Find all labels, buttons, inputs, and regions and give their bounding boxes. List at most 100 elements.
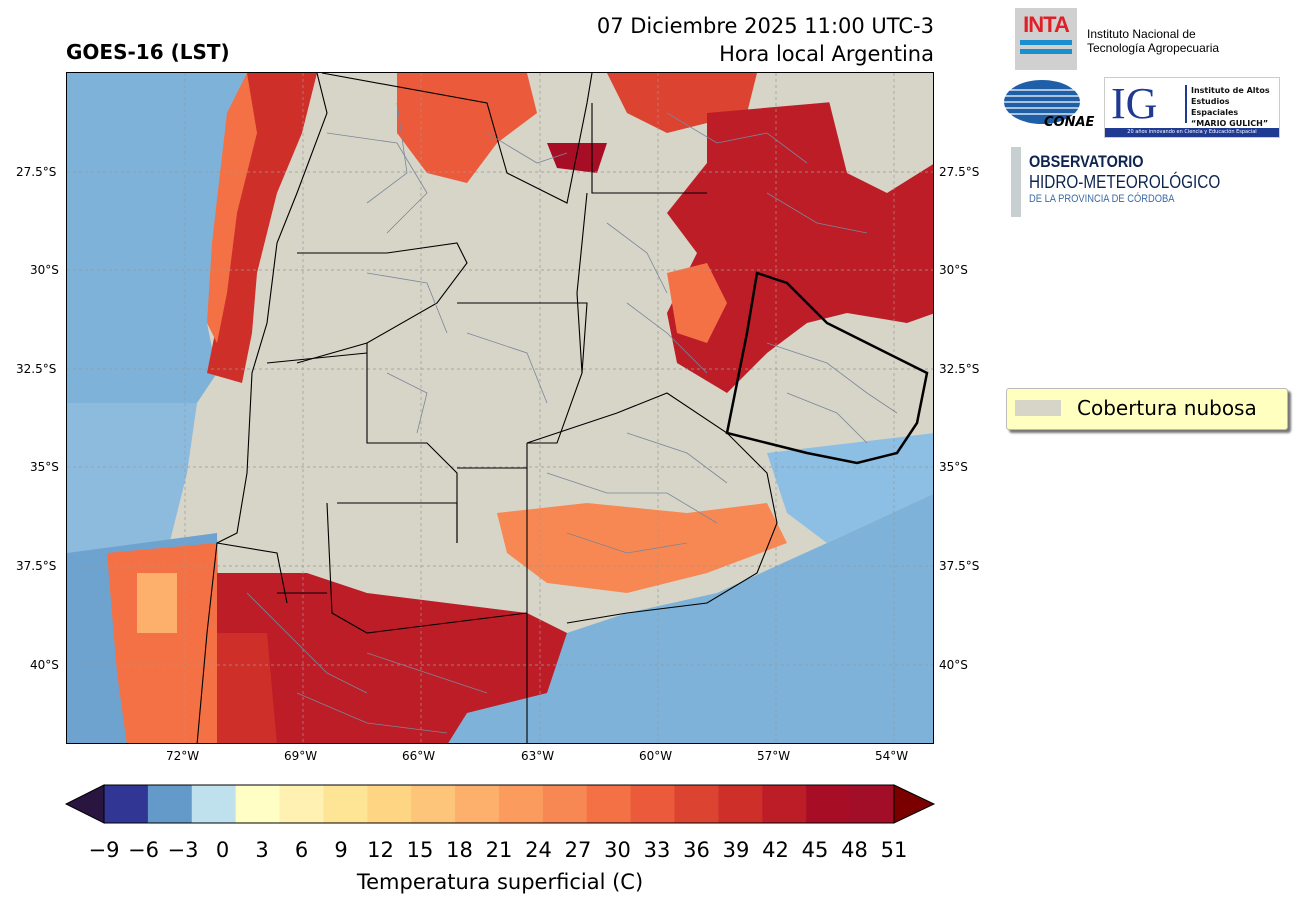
colorbar-cell (367, 785, 412, 823)
colorbar-over-arrow (893, 784, 936, 824)
colorbar-cell (850, 785, 895, 823)
colorbar-cell (806, 785, 851, 823)
timestamp-block: 07 Diciembre 2025 11:00 UTC-3 Hora local… (597, 12, 934, 68)
heat-central-east (497, 503, 787, 593)
colorbar-cell (762, 785, 807, 823)
colorbar-tick-label: 18 (446, 838, 473, 862)
temperature-map (66, 72, 934, 744)
colorbar-tick-label: 45 (801, 838, 829, 862)
colorbar-tick-label: 51 (880, 838, 908, 862)
heat-chile-south (107, 543, 217, 743)
colorbar-cell (630, 785, 676, 823)
lat-label-right: 30°S (939, 263, 968, 277)
colorbar-under-arrow (64, 784, 105, 824)
colorbar-tick-label: 39 (722, 838, 750, 862)
inta-name-line: Tecnología Agropecuaria (1087, 41, 1220, 55)
inta-name: Instituto Nacional de Tecnología Agropec… (1087, 27, 1219, 55)
obs-line: OBSERVATORIO (1029, 152, 1144, 171)
lat-label-right: 27.5°S (939, 165, 980, 179)
map-svg (67, 73, 933, 743)
heat-south (217, 573, 567, 743)
lat-label-right: 35°S (939, 460, 968, 474)
heat-north-1 (397, 73, 537, 183)
inta-logo: INTA (1015, 8, 1077, 70)
colorbar-tick-label: 36 (683, 838, 710, 862)
lat-label-right: 37.5°S (939, 559, 980, 573)
inta-name-line: Instituto Nacional de (1087, 27, 1196, 41)
colorbar-cell (718, 785, 763, 823)
colorbar-cell (499, 785, 544, 823)
map-title: GOES-16 (LST) (66, 40, 230, 64)
colorbar (64, 784, 936, 824)
uruguay-border (725, 271, 929, 465)
conae-logo: CONAE (1004, 80, 1094, 132)
lat-label-left: 37.5°S (16, 559, 57, 573)
province-boundaries (196, 73, 778, 743)
colorbar-frame (103, 784, 895, 824)
colorbar-tick-label: 24 (525, 838, 552, 862)
colorbar-cell (191, 785, 237, 823)
atlantic-ocean-north (767, 433, 933, 543)
colorbar-tick-label: 48 (841, 838, 868, 862)
heat-northeast-edge (667, 263, 727, 343)
heat-band-west (207, 73, 317, 383)
colorbar-tick-label: −3 (167, 838, 199, 862)
cloud-northeast (827, 83, 933, 193)
cloud-swatch (1015, 400, 1061, 416)
colorbar-cell (279, 785, 324, 823)
colorbar-tick-label: 6 (294, 838, 309, 862)
heat-chile-south-mild (137, 573, 177, 633)
obs-line: HIDRO-METEOROLÓGICO (1029, 172, 1221, 192)
conae-logo-mark: CONAE (1044, 115, 1095, 130)
lat-label-right: 40°S (939, 658, 968, 672)
heat-band-west-edge (207, 73, 257, 343)
colorbar-cell (455, 785, 500, 823)
heat-north-3 (547, 143, 607, 173)
colorbar-tick-label: 12 (367, 838, 394, 862)
pacific-ocean-mid (67, 403, 197, 553)
colorbar-tick-label: 3 (255, 838, 269, 862)
colorbar-tick-label: 33 (643, 838, 671, 862)
colorbar-cell (147, 785, 193, 823)
colorbar-cell (674, 785, 719, 823)
ig-logo-mark: IG (1111, 79, 1158, 128)
ig-line: Instituto de Altos (1191, 86, 1270, 95)
local-time-subtitle: Hora local Argentina (719, 42, 934, 66)
lon-label: 54°W (875, 749, 909, 763)
lon-label: 60°W (639, 749, 673, 763)
obs-line: DE LA PROVINCIA DE CÓRDOBA (1029, 193, 1175, 205)
colorbar-tick-label: 15 (406, 838, 434, 862)
colorbar-cell (104, 785, 149, 823)
lon-label: 63°W (521, 749, 555, 763)
inta-logo-mark: INTA (1023, 12, 1070, 37)
colorbar-tick-label: 9 (334, 838, 348, 862)
colorbar-tick-label: 0 (215, 838, 230, 862)
observatorio-bar (1011, 147, 1021, 217)
graticule (67, 73, 933, 743)
colorbar-tick-label: 30 (604, 838, 631, 862)
department-boundaries (246, 102, 898, 734)
lat-label-left: 30°S (30, 263, 59, 277)
colorbar-cell (542, 785, 588, 823)
lon-label: 66°W (402, 749, 436, 763)
colorbar-tick-label: 21 (485, 838, 513, 862)
ig-line: Estudios Espaciales (1191, 97, 1239, 117)
ig-logo: IG Instituto de Altos Estudios Espaciale… (1104, 77, 1280, 138)
pacific-ocean-north (67, 73, 247, 403)
colorbar-cell (411, 785, 456, 823)
lat-label-left: 27.5°S (16, 165, 57, 179)
colorbar-tick-label: 27 (564, 838, 592, 862)
lon-label: 72°W (166, 749, 200, 763)
colorbar-tick-label: −6 (128, 838, 159, 862)
colorbar-cell (235, 785, 281, 823)
observatorio-logo: OBSERVATORIO HIDRO-METEOROLÓGICO DE LA P… (1029, 152, 1254, 205)
ig-line: “MARIO GULICH” (1191, 119, 1269, 128)
lon-label: 69°W (284, 749, 318, 763)
cloud-legend-label: Cobertura nubosa (1077, 396, 1257, 420)
heat-south-west (217, 633, 277, 743)
lat-label-left: 35°S (30, 460, 59, 474)
date-line: 07 Diciembre 2025 11:00 UTC-3 (596, 14, 934, 38)
cloud-legend: Cobertura nubosa (1006, 388, 1288, 430)
lat-label-right: 32.5°S (939, 362, 980, 376)
ig-footer: 20 años innovando en Ciencia y Educación… (1105, 128, 1279, 137)
